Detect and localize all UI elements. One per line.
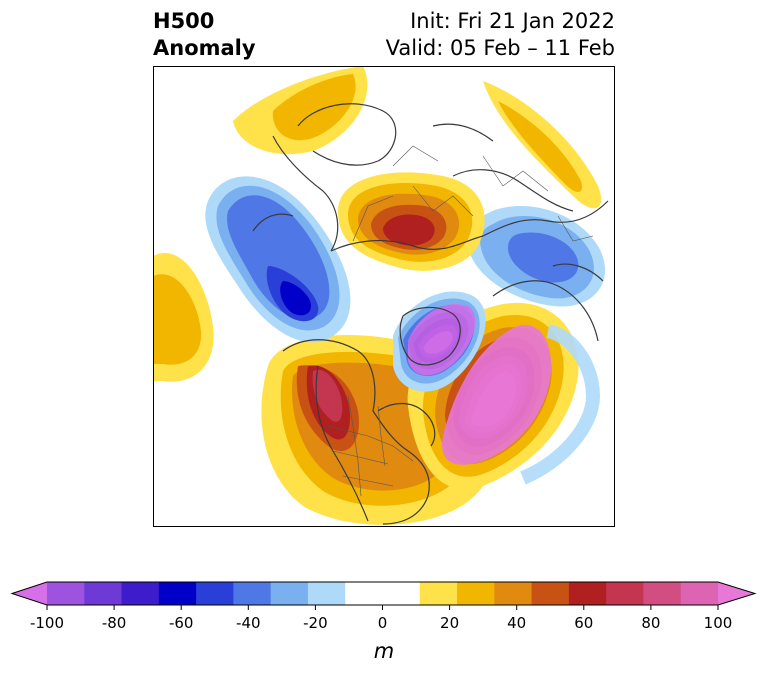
colorbar-segment [345, 582, 383, 605]
colorbar-segment [606, 582, 644, 605]
colorbar-tick-label: -100 [30, 614, 64, 632]
colorbar-tick-label: -20 [303, 614, 328, 632]
colorbar-tick-label: 40 [507, 614, 526, 632]
trough-greenland [393, 291, 486, 392]
colorbar-tick-label: 80 [641, 614, 660, 632]
init-date: Init: Fri 21 Jan 2022 [410, 9, 615, 33]
colorbar-segment [121, 582, 160, 605]
colorbar-segment [233, 582, 272, 605]
colorbar-segment [531, 582, 570, 605]
colorbar-ticks: -100 -80 -60 -40 -20 0 20 40 60 80 100 [30, 605, 732, 632]
colorbar-extend-high [718, 582, 755, 605]
anomaly-map [153, 66, 615, 527]
colorbar-tick-label: 100 [704, 614, 733, 632]
colorbar-unit: m [374, 639, 394, 663]
ridge-top [233, 66, 602, 209]
colorbar-segment [84, 582, 123, 605]
trough-pacific [205, 176, 351, 343]
colorbar-segment [419, 582, 458, 605]
anomaly-field [153, 66, 606, 525]
colorbar-tick-label: 0 [378, 614, 388, 632]
colorbar-tick-label: -80 [102, 614, 127, 632]
colorbar-tick-label: -60 [169, 614, 194, 632]
colorbar-tick-label: 20 [440, 614, 459, 632]
ridge-west-pacific [153, 253, 214, 382]
colorbar-segment [307, 582, 346, 605]
colorbar-segment [680, 582, 719, 605]
title-anomaly: Anomaly [153, 36, 256, 60]
valid-range: Valid: 05 Feb – 11 Feb [385, 36, 615, 60]
map-dates: Init: Fri 21 Jan 2022 Valid: 05 Feb – 11… [386, 8, 615, 62]
colorbar-tick-label: -40 [236, 614, 261, 632]
colorbar: -100 -80 -60 -40 -20 0 20 40 60 80 100 m [0, 570, 768, 670]
colorbar-segment [382, 582, 421, 605]
colorbar-extend-low [12, 582, 47, 605]
ridge-asia [338, 172, 485, 271]
map-border [153, 66, 615, 527]
anomaly-map-svg [153, 66, 615, 527]
coastlines [252, 103, 609, 525]
colorbar-segment [457, 582, 495, 605]
colorbar-segment [270, 582, 309, 605]
colorbar-segment [47, 582, 85, 605]
colorbar-segments [10, 581, 757, 606]
borders [327, 145, 594, 497]
colorbar-segment [196, 582, 234, 605]
trough-siberia [467, 206, 606, 307]
colorbar-segment [643, 582, 682, 605]
colorbar-svg: -100 -80 -60 -40 -20 0 20 40 60 80 100 m [10, 581, 757, 663]
colorbar-segment [494, 582, 533, 605]
title-variable: H500 [153, 9, 215, 33]
colorbar-tick-label: 60 [574, 614, 593, 632]
colorbar-segment [158, 582, 197, 605]
map-title: H500 Anomaly [153, 8, 256, 62]
colorbar-segment [568, 582, 607, 605]
